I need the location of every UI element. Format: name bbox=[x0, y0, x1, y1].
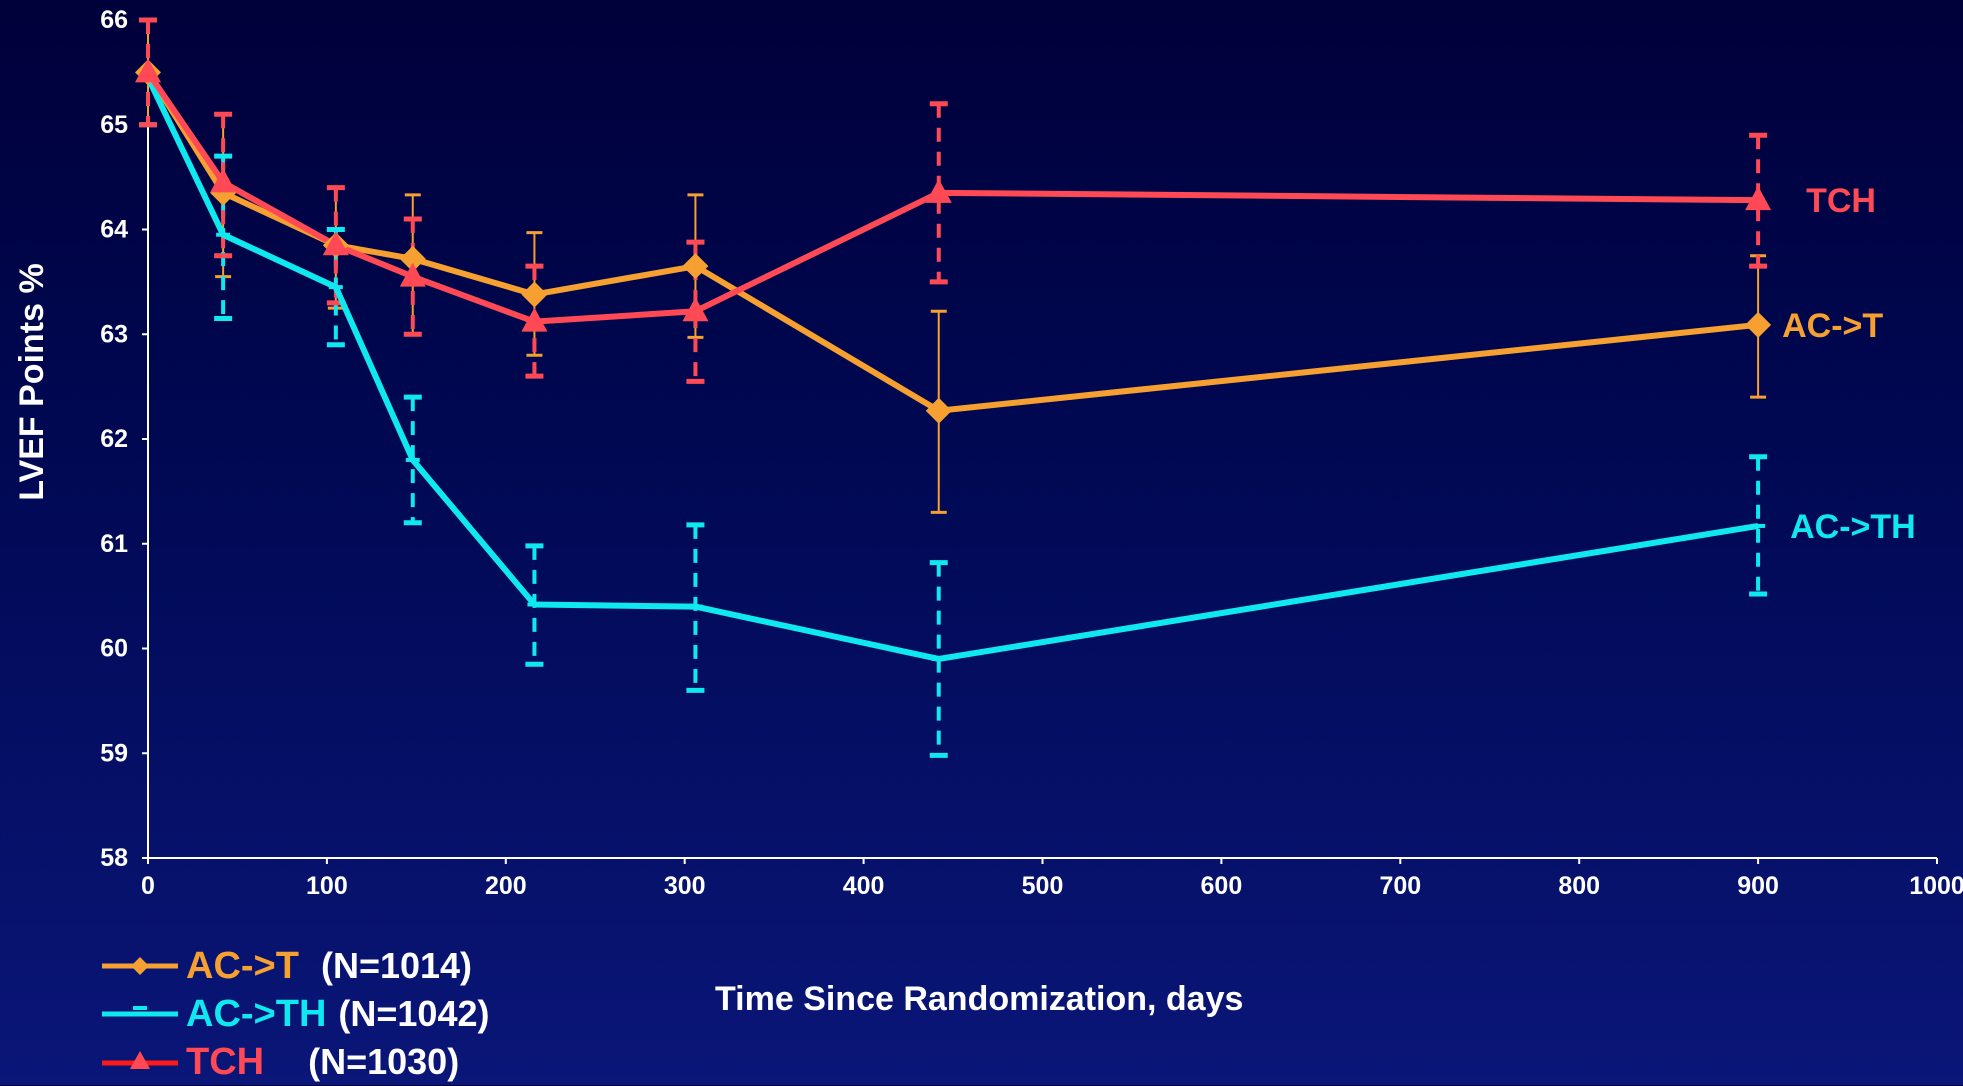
y-axis-label: LVEF Points % bbox=[13, 263, 51, 500]
x-tick-label: 900 bbox=[1737, 872, 1779, 900]
chart-ticks: 58 59 60 61 62 63 64 65 66 0 100 200 300 400 500 600 700… bbox=[100, 6, 1963, 900]
chart-markers bbox=[135, 58, 1772, 661]
chart-series-lines bbox=[145, 70, 1759, 662]
data-point-diamond bbox=[1745, 311, 1772, 338]
y-tick-label: 58 bbox=[100, 844, 128, 872]
series-line-dash bbox=[145, 76, 1759, 662]
x-tick-label: 700 bbox=[1379, 872, 1421, 900]
series-line-triangle bbox=[145, 70, 1759, 325]
y-tick-label: 62 bbox=[100, 425, 128, 453]
series-end-label: AC->TH bbox=[1790, 508, 1916, 546]
y-tick-label: 63 bbox=[100, 320, 128, 348]
y-tick-label: 59 bbox=[100, 739, 128, 767]
x-tick-label: 300 bbox=[664, 872, 706, 900]
x-tick-label: 200 bbox=[485, 872, 527, 900]
data-point-triangle bbox=[210, 168, 237, 193]
legend-label-ac-th: AC->TH bbox=[186, 992, 327, 1035]
legend-item-tch: TCH (N=1030) bbox=[100, 1038, 489, 1086]
x-tick-label: 800 bbox=[1558, 872, 1600, 900]
legend-label-ac-t: AC->T bbox=[186, 944, 299, 987]
data-point-diamond bbox=[521, 281, 548, 308]
legend-label-tch: TCH bbox=[186, 1040, 265, 1083]
data-point-diamond bbox=[925, 397, 952, 424]
x-tick-label: 0 bbox=[141, 872, 155, 900]
x-tick-label: 1000 bbox=[1909, 872, 1963, 900]
data-point-triangle bbox=[399, 262, 426, 287]
legend-swatch-triangle-icon bbox=[102, 1051, 178, 1069]
x-tick-label: 100 bbox=[306, 872, 348, 900]
y-tick-label: 60 bbox=[100, 635, 128, 663]
data-point-triangle bbox=[1745, 186, 1772, 211]
legend-swatch-dash-icon bbox=[102, 1006, 178, 1017]
legend-swatch-diamond-icon bbox=[102, 957, 178, 975]
data-point-diamond bbox=[682, 253, 709, 280]
series-end-label: AC->T bbox=[1782, 307, 1883, 345]
chart-legend: AC->T (N=1014) AC->TH (N=1042) TCH (N=10… bbox=[100, 942, 489, 1086]
y-tick-label: 64 bbox=[100, 216, 128, 244]
data-point-triangle bbox=[135, 58, 161, 83]
data-point-diamond bbox=[399, 245, 426, 272]
series-line-diamond bbox=[145, 70, 1759, 414]
data-point-triangle bbox=[925, 178, 952, 203]
x-tick-label: 400 bbox=[843, 872, 885, 900]
chart-end-labels: AC->T AC->TH TCH bbox=[1782, 182, 1916, 546]
chart-axes bbox=[147, 18, 1937, 859]
legend-n-ac-th: (N=1042) bbox=[338, 993, 490, 1034]
y-tick-label: 61 bbox=[100, 530, 128, 558]
series-end-label: TCH bbox=[1806, 182, 1876, 220]
data-point-triangle bbox=[521, 307, 548, 332]
legend-item-ac-th: AC->TH (N=1042) bbox=[100, 990, 489, 1038]
legend-n-tch: (N=1030) bbox=[308, 1041, 460, 1082]
y-tick-label: 65 bbox=[100, 111, 128, 139]
data-point-triangle bbox=[682, 297, 709, 322]
legend-item-ac-t: AC->T (N=1014) bbox=[100, 942, 489, 990]
y-tick-label: 66 bbox=[100, 6, 128, 34]
x-tick-label: 600 bbox=[1201, 872, 1243, 900]
x-axis-label: Time Since Randomization, days bbox=[715, 980, 1244, 1018]
data-point-triangle bbox=[322, 231, 349, 256]
x-tick-label: 500 bbox=[1022, 872, 1064, 900]
legend-n-ac-t: (N=1014) bbox=[320, 945, 473, 986]
